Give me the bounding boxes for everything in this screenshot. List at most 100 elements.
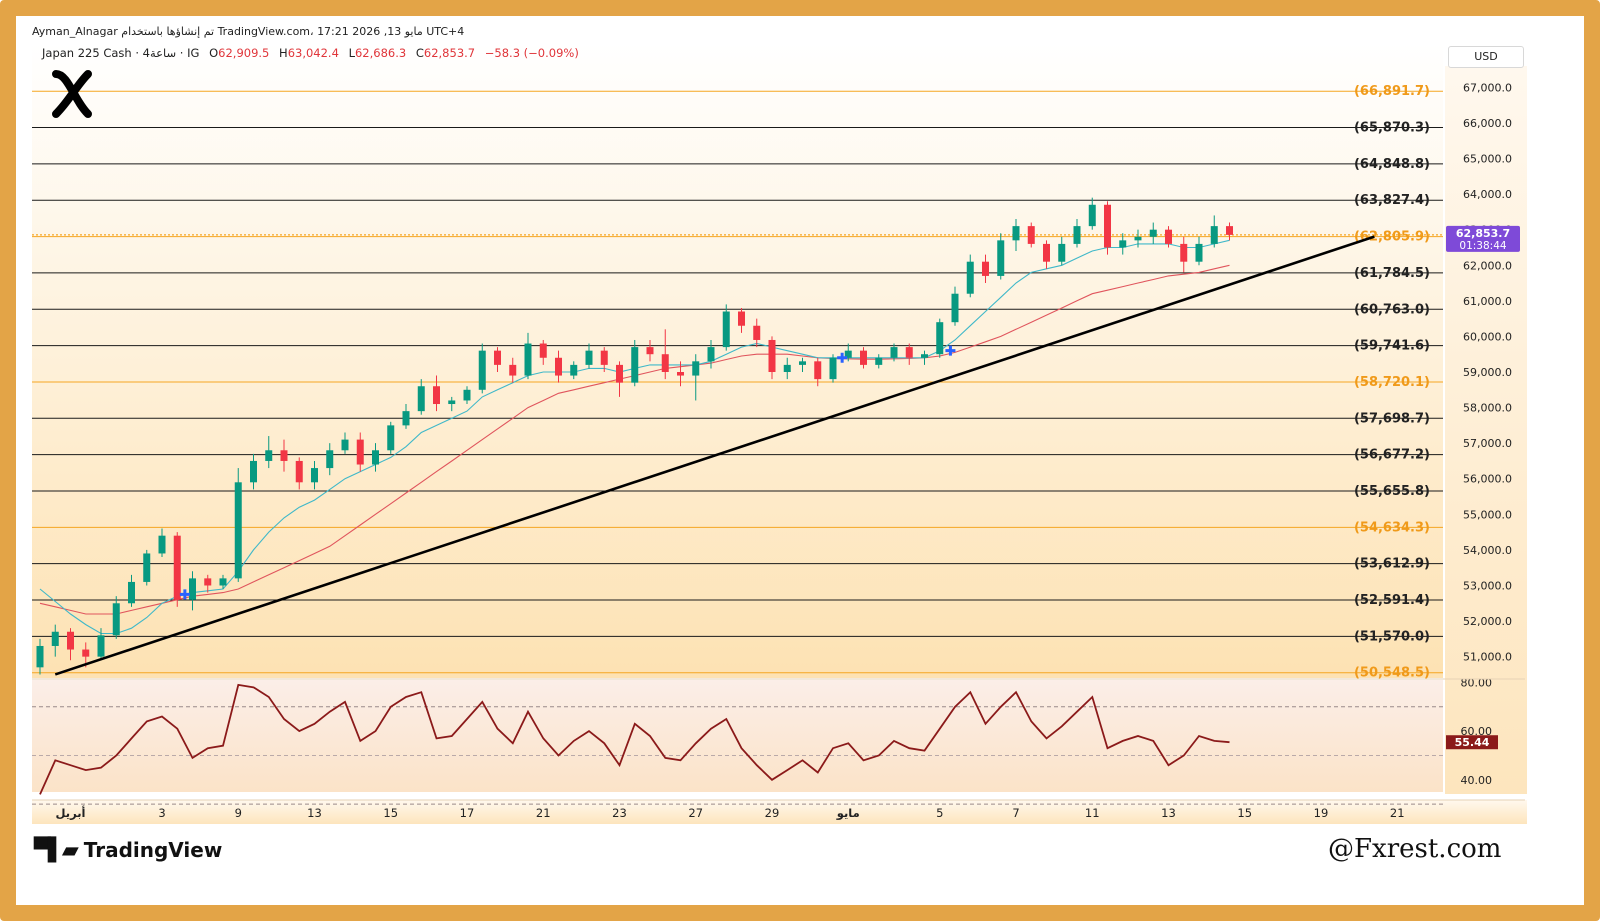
fib-level-label: (55,655.8) — [1354, 484, 1430, 499]
chart-attribution: Ayman_Alnagar تم إنشاؤها باستخدام Tradin… — [32, 25, 465, 38]
candle-bullish — [463, 389, 471, 401]
candle-bullish — [158, 535, 166, 554]
candle-bullish — [707, 347, 715, 362]
candle-bearish — [860, 350, 867, 365]
rsi-value-label: 55.44 — [1455, 736, 1490, 749]
time-axis-background — [32, 800, 1527, 824]
time-tick-label: 9 — [235, 806, 242, 820]
candle-bearish — [677, 372, 684, 376]
candle-bullish — [417, 386, 425, 412]
candle-bearish — [295, 460, 303, 483]
price-tick-label: 66,000.0 — [1463, 117, 1512, 130]
fib-level-label: (59,741.6) — [1354, 339, 1430, 354]
candle-bullish — [1195, 243, 1203, 262]
blue-cross-marker-icon — [945, 345, 956, 356]
rsi-value-tag — [1446, 735, 1498, 750]
open-value: 62,909.5 — [218, 46, 270, 60]
time-tick-label: 13 — [1161, 806, 1176, 820]
fib-level-label: (58,720.1) — [1354, 375, 1430, 390]
candle-bearish — [539, 343, 547, 358]
price-tick-label: 55,000.0 — [1463, 508, 1512, 521]
tradingview-logo[interactable]: ▀▌▰ TradingView — [34, 838, 222, 863]
price-tag-value: 62,853.7 — [1456, 227, 1510, 240]
time-tick-label: 19 — [1314, 806, 1329, 820]
candle-bullish — [890, 347, 898, 358]
price-tick-label: 58,000.0 — [1463, 402, 1512, 415]
fib-level-label: (54,634.3) — [1354, 520, 1430, 535]
time-tick-label: أبريل — [56, 805, 86, 820]
candle-bearish — [173, 535, 181, 600]
rsi-line — [39, 683, 1230, 795]
time-tick-label: 11 — [1085, 806, 1100, 820]
candle-bullish — [1012, 226, 1020, 241]
candle-bearish — [280, 450, 288, 461]
fib-level-label: (50,548.5) — [1354, 666, 1430, 681]
price-tag-countdown: 01:38:44 — [1459, 240, 1506, 252]
trendline — [54, 235, 1375, 676]
candle-bearish — [814, 361, 822, 380]
price-tick-label: 53,000.0 — [1463, 579, 1512, 592]
fib-level-label: (56,677.2) — [1354, 448, 1430, 463]
candle-bearish — [82, 649, 90, 657]
time-tick-label: 7 — [1012, 806, 1019, 820]
candle-bullish — [829, 357, 837, 380]
candle-bullish — [250, 460, 257, 483]
candle-bullish — [36, 645, 44, 668]
price-tick-label: 57,000.0 — [1463, 437, 1512, 450]
candle-bearish — [646, 347, 654, 355]
candle-bullish — [128, 581, 135, 604]
candle-bearish — [1104, 204, 1111, 248]
high-label: H — [279, 46, 288, 60]
currency-button[interactable]: USD — [1448, 46, 1524, 68]
candle-bullish — [722, 311, 730, 348]
candle-bullish — [387, 425, 395, 451]
fib-level-label: (60,763.0) — [1354, 302, 1430, 317]
candle-bullish — [844, 350, 852, 358]
candle-bearish — [509, 364, 517, 376]
time-tick-label: 21 — [536, 806, 551, 820]
candle-bullish — [448, 400, 456, 405]
close-value: 62,853.7 — [423, 46, 476, 60]
low-value: 62,686.3 — [354, 46, 407, 60]
candle-bearish — [356, 439, 364, 465]
candle-bullish — [1088, 204, 1096, 227]
price-tick-label: 51,000.0 — [1463, 651, 1512, 664]
candle-bullish — [799, 361, 806, 365]
time-tick-label: 13 — [307, 806, 322, 820]
price-tick-label: 62,000.0 — [1463, 259, 1512, 272]
candle-bullish — [1134, 236, 1142, 241]
price-axis-background — [1445, 66, 1527, 794]
tradingview-logo-icon: ▀▌▰ — [34, 838, 79, 863]
fib-level-label: (51,570.0) — [1354, 629, 1430, 644]
tradingview-logo-text: TradingView — [83, 838, 223, 862]
symbol-label: Japan 225 Cash · 4ساعة · IG — [42, 46, 200, 60]
candle-bearish — [753, 325, 761, 340]
candle-bullish — [97, 635, 105, 657]
candle-bullish — [311, 468, 318, 483]
fib-level-label: (62,805.9) — [1354, 230, 1430, 245]
candle-bullish — [1073, 226, 1081, 244]
time-tick-label: 23 — [612, 806, 627, 820]
candle-bearish — [768, 339, 776, 372]
candle-bullish — [402, 411, 410, 426]
candle-bullish — [478, 350, 486, 390]
fib-level-label: (57,698.7) — [1354, 411, 1430, 426]
candle-bullish — [112, 603, 120, 636]
price-tick-label: 54,000.0 — [1463, 544, 1512, 557]
candle-bullish — [966, 261, 974, 294]
candle-bearish — [204, 578, 212, 586]
candle-bullish — [997, 240, 1005, 276]
candle-bearish — [982, 261, 989, 276]
time-tick-label: 17 — [460, 806, 475, 820]
price-tick-label: 67,000.0 — [1463, 81, 1512, 94]
close-label: C — [415, 46, 424, 60]
candle-bullish — [570, 364, 578, 376]
candle-bullish — [1119, 240, 1127, 248]
candle-bullish — [51, 631, 59, 646]
ohlc-legend: Japan 225 Cash · 4ساعة · IG O62,909.5 H6… — [42, 46, 579, 60]
high-value: 63,042.4 — [287, 46, 339, 60]
time-tick-label: مايو — [836, 806, 860, 821]
time-tick-label: 27 — [688, 806, 703, 820]
candle-bearish — [1180, 243, 1188, 262]
